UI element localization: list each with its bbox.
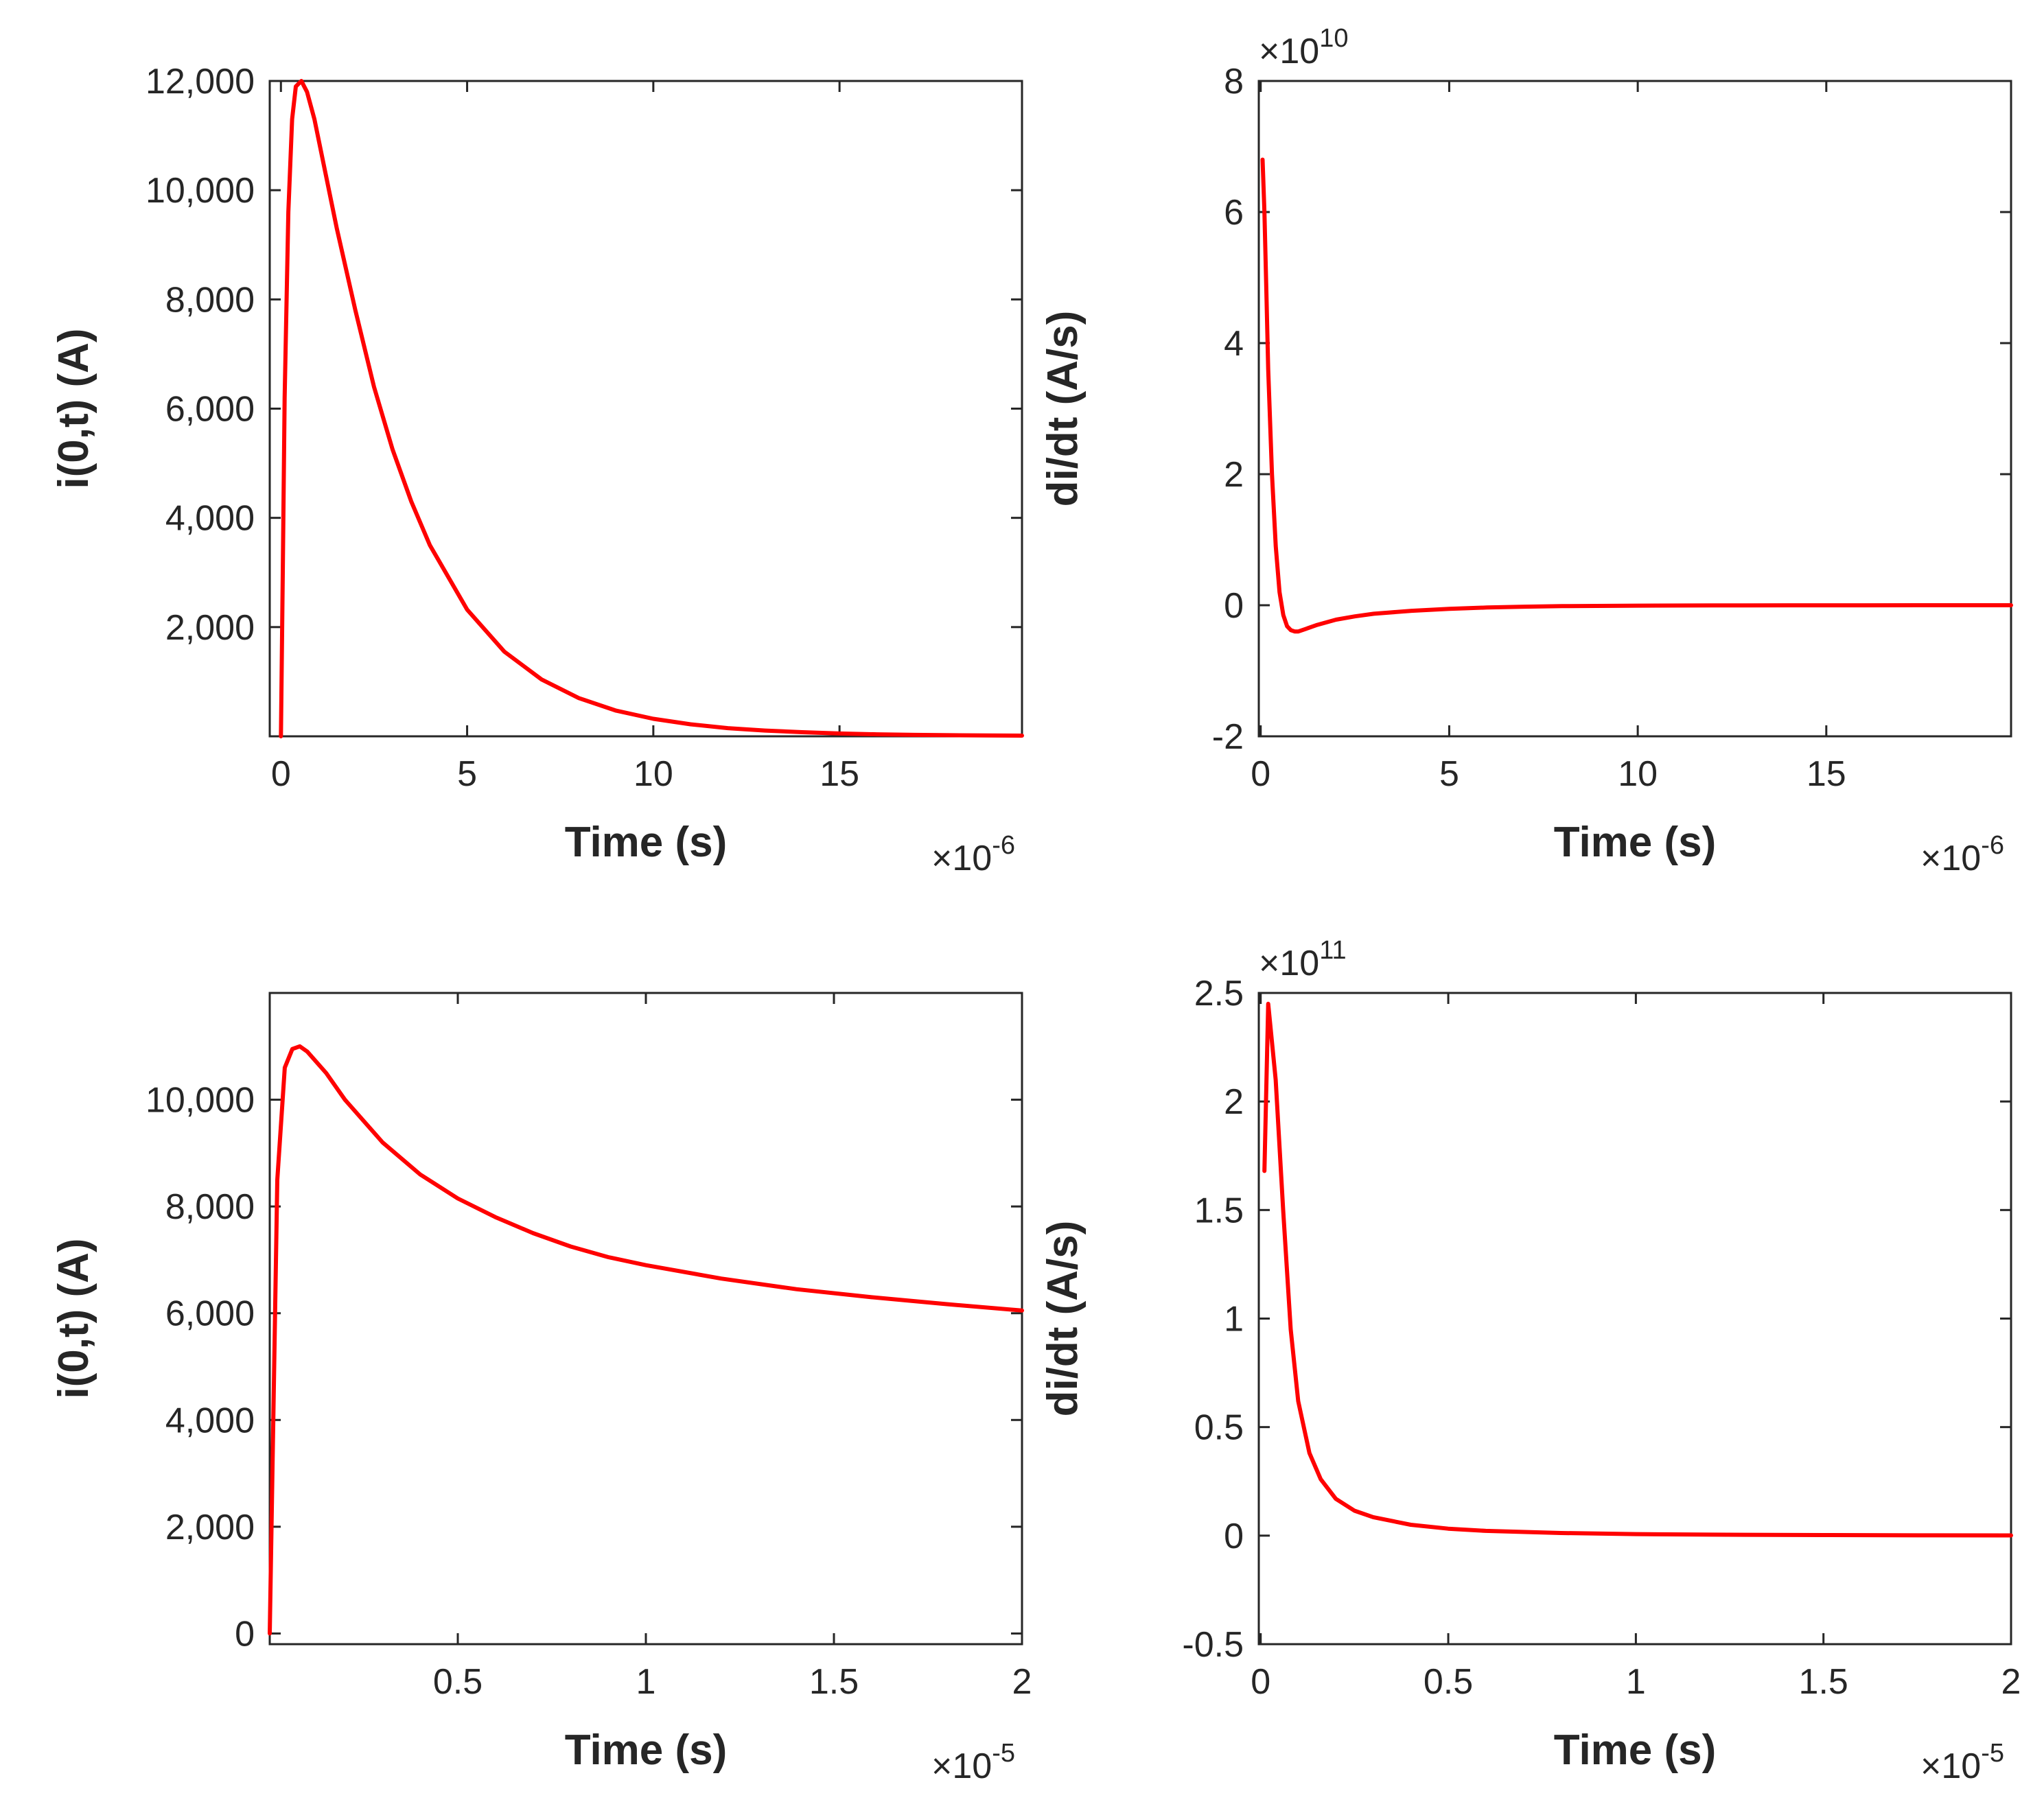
- x-exponent-power: -6: [992, 831, 1015, 860]
- x-axis-exponent: ×10-5: [931, 1739, 1015, 1786]
- y-tick-label: -0.5: [1182, 1625, 1244, 1665]
- y-exponent-base: ×10: [1259, 32, 1319, 71]
- x-tick-label: 2: [2001, 1662, 2021, 1702]
- x-exponent-base: ×10: [931, 839, 992, 878]
- y-tick-label: 2,000: [165, 608, 255, 648]
- x-exponent-base: ×10: [1920, 839, 1981, 878]
- x-exponent-base: ×10: [1920, 1746, 1981, 1786]
- chart-panel-current-long: 0.5 1 1.5 2 0 2,000 4,000 6,000 8,000 10,000 Time …: [50, 992, 1032, 1786]
- y-tick-label: 4,000: [165, 1401, 255, 1440]
- x-tick-label: 1.5: [1799, 1662, 1848, 1702]
- x-tick-label: 0.5: [433, 1662, 483, 1702]
- x-tick-label: 1: [1626, 1662, 1646, 1702]
- x-tick-label: 2: [1012, 1662, 1032, 1702]
- y-tick-label: 2: [1224, 1082, 1244, 1122]
- y-tick-label: 6,000: [165, 1294, 255, 1334]
- x-tick-label: 5: [1439, 754, 1459, 794]
- y-axis-exponent: ×1011: [1259, 936, 1347, 983]
- x-tick-label: 0: [271, 754, 291, 794]
- y-tick-label: 2,000: [165, 1508, 255, 1547]
- y-exponent-power: 11: [1319, 936, 1346, 965]
- x-exponent-power: -6: [1981, 831, 2004, 860]
- y-tick-label: 6,000: [165, 390, 255, 430]
- x-tick-label: 5: [457, 754, 477, 794]
- y-tick-label: 12,000: [146, 62, 255, 102]
- y-tick-label: -2: [1212, 717, 1244, 757]
- y-axis-title: di/dt (A/s): [1039, 311, 1087, 507]
- x-tick-label: 10: [1618, 754, 1658, 794]
- x-exponent-power: -5: [1981, 1739, 2004, 1768]
- x-tick-label: 0: [1251, 754, 1270, 794]
- y-tick-label: 1: [1224, 1300, 1244, 1339]
- y-axis-exponent: ×1010: [1259, 24, 1349, 71]
- x-tick-label: 10: [634, 754, 673, 794]
- series-line-derivative-long: [1262, 1001, 2013, 1538]
- y-tick-label: 10,000: [146, 1081, 255, 1121]
- y-axis-title: di/dt (A/s): [1039, 1221, 1087, 1417]
- series-line-derivative-short: [1260, 157, 2013, 634]
- x-exponent-power: -5: [992, 1739, 1015, 1768]
- series-line-current-long: [268, 1044, 1024, 1636]
- x-axis-title: Time (s): [1554, 1727, 1717, 1774]
- y-tick-label: 2.5: [1194, 974, 1244, 1014]
- y-tick-label: 1.5: [1194, 1191, 1244, 1230]
- y-axis-title: i(0,t) (A): [50, 328, 97, 489]
- y-tick-label: 4: [1224, 324, 1244, 364]
- chart-panel-current-short: 0 5 10 15 2,000 4,000 6,000 8,000 10,000 12,000 Ti…: [50, 62, 1024, 878]
- x-axis-title: Time (s): [1554, 819, 1717, 866]
- x-axis-exponent: ×10-5: [1920, 1739, 2004, 1786]
- y-tick-label: 2: [1224, 455, 1244, 495]
- y-axis-title: i(0,t) (A): [50, 1238, 97, 1399]
- x-exponent-base: ×10: [931, 1746, 992, 1786]
- y-exponent-base: ×10: [1259, 944, 1319, 983]
- x-tick-label: 15: [1807, 754, 1846, 794]
- y-tick-label: 4,000: [165, 499, 255, 539]
- y-tick-label: 0: [1224, 1517, 1244, 1556]
- y-exponent-power: 10: [1319, 24, 1348, 53]
- x-tick-label: 15: [820, 754, 859, 794]
- x-tick-label: 0.5: [1424, 1662, 1473, 1702]
- y-tick-label: 0: [235, 1614, 255, 1654]
- y-tick-label: 8: [1224, 62, 1244, 102]
- x-axis-exponent: ×10-6: [1920, 831, 2004, 878]
- y-tick-label: 0.5: [1194, 1408, 1244, 1448]
- y-tick-label: 0: [1224, 586, 1244, 626]
- x-axis-title: Time (s): [565, 1727, 728, 1774]
- x-axis-title: Time (s): [565, 819, 728, 866]
- y-tick-label: 8,000: [165, 280, 255, 320]
- y-tick-label: 6: [1224, 193, 1244, 233]
- x-axis-exponent: ×10-6: [931, 831, 1015, 878]
- series-line-current-short: [279, 79, 1024, 738]
- y-tick-label: 10,000: [146, 171, 255, 211]
- x-tick-label: 0: [1251, 1662, 1270, 1702]
- y-tick-label: 8,000: [165, 1187, 255, 1227]
- plot-frame: [1257, 80, 2012, 738]
- x-tick-label: 1.5: [809, 1662, 859, 1702]
- x-tick-label: 1: [636, 1662, 656, 1702]
